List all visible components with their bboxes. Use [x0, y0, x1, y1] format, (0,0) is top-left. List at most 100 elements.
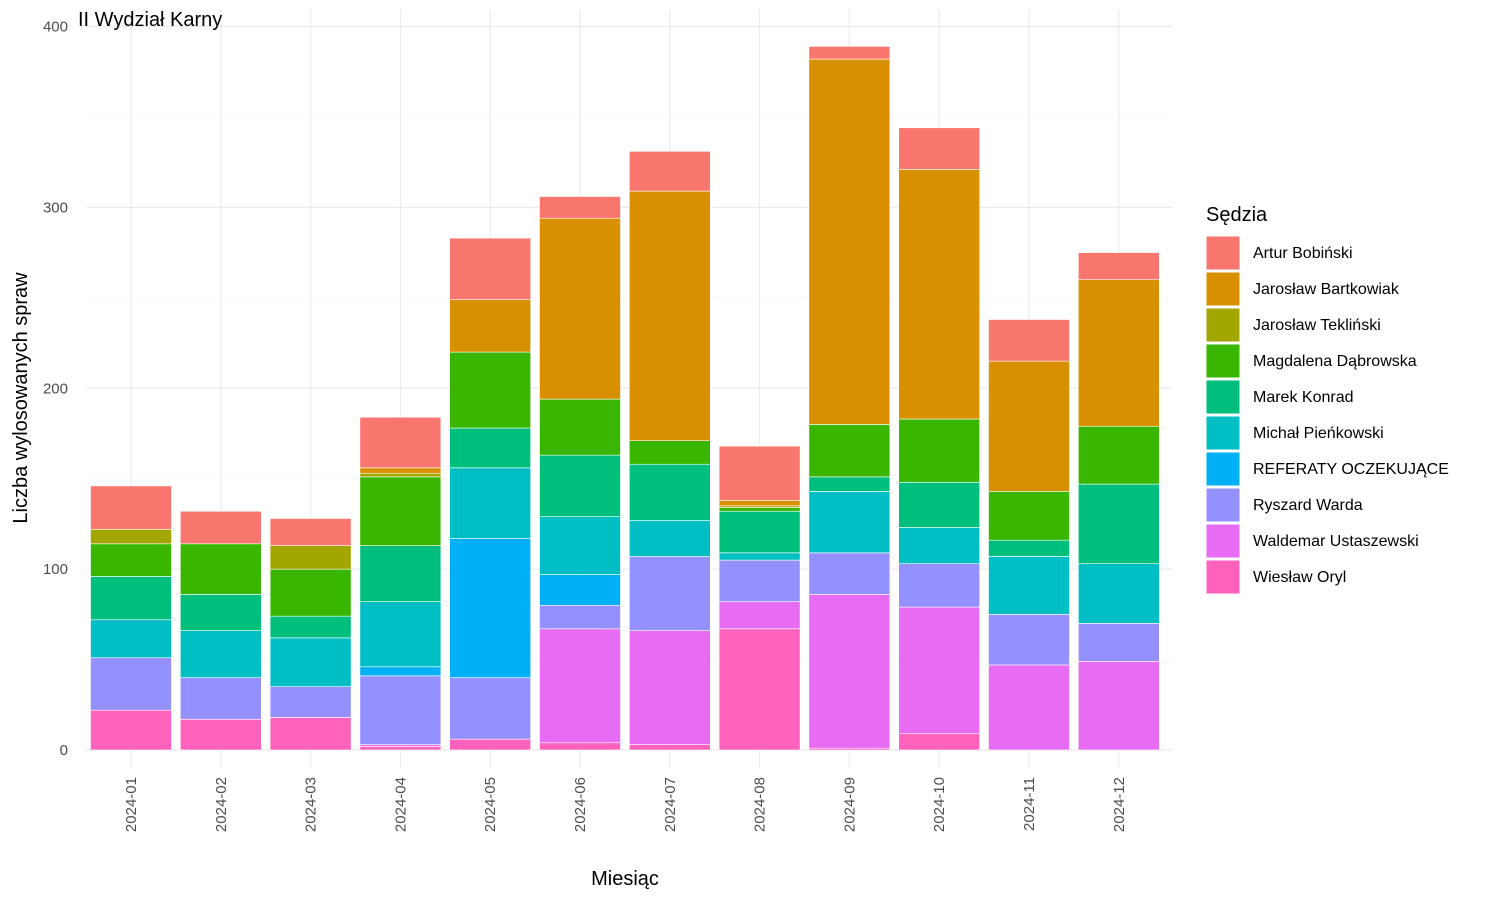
y-axis-title: Liczba wylosowanych spraw [10, 272, 32, 524]
legend-item: Marek Konrad [1205, 379, 1354, 415]
bar-segment: Wiesław Oryl 2024-10: 9 [898, 733, 981, 751]
legend-item: Jarosław Tekliński [1205, 307, 1381, 343]
legend-swatch [1205, 451, 1241, 487]
bar-segment: Jarosław Bartkowiak 2024-10: 138 [898, 169, 981, 420]
bar-segment: Marek Konrad 2024-08: 23 [718, 510, 801, 554]
x-tick-label: 2024-12 [1111, 777, 1128, 832]
bar-segment: Marek Konrad 2024-04: 31 [359, 545, 442, 602]
bar-segment: Michał Pieńkowski 2024-12: 33 [1078, 563, 1160, 624]
y-tick-label: 100 [43, 561, 68, 578]
bar-segment: Michał Pieńkowski 2024-06: 32 [539, 516, 621, 575]
bar-segment: Wiesław Oryl 2024-01: 22 [90, 709, 172, 751]
bar-segment: Artur Bobiński 2024-11: 23 [988, 319, 1070, 362]
x-tick-label: 2024-08 [752, 777, 769, 832]
bar-segment: Ryszard Warda 2024-02: 23 [180, 677, 262, 720]
legend-swatch [1205, 415, 1241, 451]
bar-segment: Artur Bobiński 2024-06: 12 [539, 196, 621, 219]
bar-segment: Artur Bobiński 2024-10: 23 [898, 127, 981, 170]
bar-segment: Marek Konrad 2024-01: 24 [90, 576, 172, 621]
bar-segment: Ryszard Warda 2024-03: 17 [269, 686, 352, 718]
bar-segment: Michał Pieńkowski 2024-09: 34 [808, 491, 891, 554]
x-tick-label: 2024-05 [482, 777, 499, 832]
bar-segment: Artur Bobiński 2024-09: 7 [808, 46, 891, 60]
legend-swatch [1205, 559, 1241, 595]
bar-segment: Ryszard Warda 2024-11: 28 [988, 614, 1070, 666]
legend-label: Magdalena Dąbrowska [1253, 353, 1417, 370]
bar-segment: Magdalena Dąbrowska 2024-11: 27 [988, 491, 1070, 541]
y-axis-ticks: 0 100 200 300 400 [43, 19, 68, 760]
bar-segment: Marek Konrad 2024-03: 12 [269, 615, 352, 639]
bar-segment: Jarosław Bartkowiak 2024-07: 138 [628, 190, 711, 442]
legend-item: Wiesław Oryl [1205, 559, 1346, 595]
bar-segment: Michał Pieńkowski 2024-05: 39 [449, 467, 532, 539]
y-tick-label: 300 [43, 199, 68, 216]
y-tick-label: 0 [60, 742, 68, 759]
legend-item: Magdalena Dąbrowska [1205, 343, 1417, 379]
y-tick-label: 200 [43, 380, 68, 397]
x-tick-label: 2024-04 [392, 777, 409, 832]
bar-segment: Michał Pieńkowski 2024-07: 20 [628, 519, 711, 557]
bar-segment: Magdalena Dąbrowska 2024-06: 31 [539, 398, 621, 456]
bar-segment: Magdalena Dąbrowska 2024-10: 35 [898, 418, 981, 483]
bar-segment: Jarosław Bartkowiak 2024-04: 3 [359, 467, 442, 474]
bars: Wiesław Oryl 2024-01: 22Ryszard Warda 20… [90, 46, 1160, 751]
legend-item: Jarosław Bartkowiak [1205, 271, 1400, 307]
bar-segment: Marek Konrad 2024-07: 31 [628, 463, 711, 521]
legend-swatch [1205, 379, 1241, 415]
legend-item: Ryszard Warda [1205, 487, 1363, 523]
bar-segment: Ryszard Warda 2024-04: 38 [359, 675, 442, 745]
legend-label: Jarosław Bartkowiak [1253, 281, 1400, 298]
legend-label: Waldemar Ustaszewski [1253, 533, 1419, 550]
bar-segment: Waldemar Ustaszewski 2024-10: 70 [898, 606, 981, 735]
bar-segment: REFERATY OCZEKUJĄCE 2024-06: 17 [539, 574, 621, 606]
legend-title: Sędzia [1206, 204, 1268, 226]
bar-segment: Ryszard Warda 2024-07: 41 [628, 556, 711, 631]
bar-segment: Artur Bobiński 2024-08: 30 [718, 445, 801, 501]
bar-segment: Ryszard Warda 2024-08: 23 [718, 559, 801, 602]
bar-segment: Magdalena Dąbrowska 2024-01: 18 [90, 543, 172, 577]
bar-segment: Jarosław Bartkowiak 2024-05: 29 [449, 299, 532, 353]
y-tick-label: 400 [43, 19, 68, 36]
bar-segment: Waldemar Ustaszewski 2024-07: 63 [628, 630, 711, 745]
bar-segment: Marek Konrad 2024-06: 34 [539, 454, 621, 517]
bar-segment: Waldemar Ustaszewski 2024-06: 63 [539, 628, 621, 744]
x-tick-label: 2024-09 [841, 777, 858, 832]
legend-swatch [1205, 271, 1241, 307]
bar-segment: Jarosław Bartkowiak 2024-09: 202 [808, 58, 891, 425]
bar-segment: Waldemar Ustaszewski 2024-09: 85 [808, 594, 891, 749]
bar-segment: Jarosław Bartkowiak 2024-08: 3 [718, 500, 801, 507]
bar-segment: Wiesław Oryl 2024-07: 3 [628, 744, 711, 751]
x-tick-label: 2024-06 [572, 777, 589, 832]
bar-segment: Artur Bobiński 2024-04: 28 [359, 416, 442, 469]
bar-segment: Artur Bobiński 2024-01: 24 [90, 485, 172, 530]
bar-segment: Michał Pieńkowski 2024-11: 32 [988, 556, 1070, 615]
bar-segment: Waldemar Ustaszewski 2024-08: 15 [718, 601, 801, 630]
bar-segment: Magdalena Dąbrowska 2024-12: 32 [1078, 425, 1160, 485]
bar-segment: Michał Pieńkowski 2024-03: 27 [269, 637, 352, 687]
bar-segment: Wiesław Oryl 2024-04: 2 [359, 746, 442, 751]
bar-segment: Marek Konrad 2024-09: 8 [808, 476, 891, 492]
bar-segment: Jarosław Tekliński 2024-03: 13 [269, 545, 352, 570]
legend-label: Marek Konrad [1253, 389, 1354, 406]
bar-segment: Magdalena Dąbrowska 2024-07: 13 [628, 440, 711, 465]
bar-segment: Wiesław Oryl 2024-03: 18 [269, 717, 352, 751]
bar-segment: Jarosław Bartkowiak 2024-11: 72 [988, 360, 1070, 492]
bar-segment: Marek Konrad 2024-02: 20 [180, 594, 262, 631]
bar-segment: Artur Bobiński 2024-03: 15 [269, 518, 352, 546]
legend-item: Waldemar Ustaszewski [1205, 523, 1419, 559]
legend-label: Wiesław Oryl [1253, 569, 1346, 586]
bar-segment: Magdalena Dąbrowska 2024-08: 2 [718, 507, 801, 512]
legend-item: REFERATY OCZEKUJĄCE [1205, 451, 1449, 487]
legend-label: Michał Pieńkowski [1253, 425, 1384, 442]
bar-segment: Artur Bobiński 2024-05: 34 [449, 237, 532, 300]
bar-segment: Jarosław Bartkowiak 2024-12: 81 [1078, 279, 1160, 427]
legend-swatch [1205, 523, 1241, 559]
legend: Sędzia Artur Bobiński Jarosław Bartkowiak… [1205, 204, 1449, 595]
bar-segment: Marek Konrad 2024-11: 9 [988, 539, 1070, 557]
bar-segment: Wiesław Oryl 2024-05: 6 [449, 738, 532, 751]
bar-segment: Ryszard Warda 2024-06: 13 [539, 604, 621, 630]
x-tick-label: 2024-01 [123, 777, 140, 832]
bar-segment: REFERATY OCZEKUJĄCE 2024-04: 5 [359, 666, 442, 677]
x-tick-label: 2024-10 [931, 777, 948, 832]
legend-item: Michał Pieńkowski [1205, 415, 1384, 451]
